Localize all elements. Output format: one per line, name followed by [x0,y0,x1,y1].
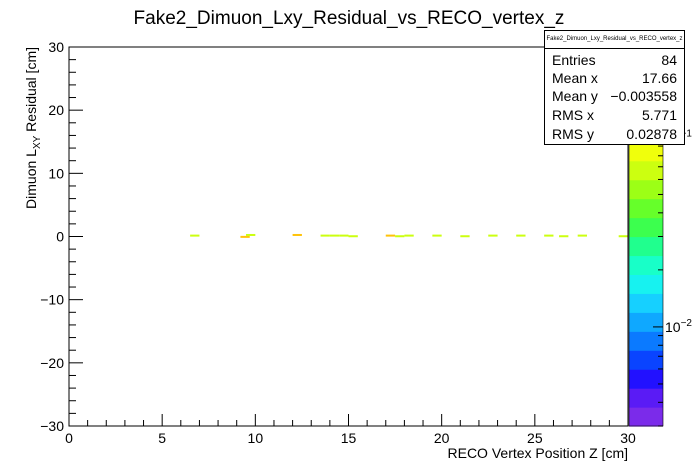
stats-key: RMS x [552,107,594,123]
x-tick-label: 0 [65,430,73,446]
y-tick-label: 10 [48,165,64,181]
y-tick-label: 30 [48,39,64,55]
heatmap-bin [544,234,554,237]
heatmap-bin [516,234,526,237]
y-tick-label: 20 [48,102,64,118]
y-tick-label: 0 [56,229,64,245]
x-tick-label: 15 [341,430,357,446]
colorbar-segment [629,236,663,257]
colorbar-segment [629,350,663,370]
stats-row-rms-x: RMS x 5.771 [552,106,677,125]
stats-row-entries: Entries 84 [552,51,677,70]
heatmap-bin [240,235,250,238]
colorbar-tick-base: 10 [665,319,681,335]
colorbar-segment [629,198,663,219]
colorbar-segment [629,293,663,313]
stats-key: Mean y [552,88,598,104]
x-tick-label: 20 [434,430,450,446]
heatmap-bin [395,235,405,238]
stats-value: 84 [661,52,677,68]
x-tick-label: 5 [158,430,166,446]
x-tick-label: 25 [527,430,543,446]
stats-box: Fake2_Dimuon_Lxy_Residual_vs_RECO_vertex… [544,30,685,145]
y-tick-label: −20 [40,355,64,371]
stats-value: 5.771 [641,107,677,123]
colorbar-segment [629,217,663,238]
colorbar-tick-label: 10−2 [665,318,692,335]
stats-row-mean-x: Mean x 17.66 [552,69,677,88]
heatmap-bin [618,235,628,238]
colorbar-segment [629,274,663,294]
colorbar-segment [629,141,663,162]
stats-value: 17.66 [641,70,677,86]
y-tick-label: −30 [40,418,64,434]
heatmap-bin [190,234,200,237]
heatmap-bin [460,235,470,238]
colorbar-segment [629,312,663,332]
stats-value: −0.003558 [610,88,677,104]
heatmap-bin [329,234,340,237]
y-axis-label-main: Dimuon L [23,149,39,209]
colorbar-segment [629,369,663,389]
stats-title: Fake2_Dimuon_Lxy_Residual_vs_RECO_vertex… [545,31,684,49]
y-tick-label: −10 [40,292,64,308]
heatmap-bin [488,234,498,237]
stats-key: Entries [552,52,596,68]
colorbar-tick-exp: −1 [681,128,693,139]
heatmap-bin [348,235,358,238]
colorbar-tick-exp: −2 [681,318,693,329]
stats-row-rms-y: RMS y 0.02878 [552,125,677,144]
y-axis-label: Dimuon LXY Residual [cm] [23,47,43,209]
heatmap-bin [246,233,256,236]
stats-value: 0.02878 [626,126,677,142]
heatmap-bin [559,235,569,238]
stats-key: RMS y [552,126,594,142]
x-tick-label: 30 [620,430,636,446]
colorbar-segment [629,407,663,427]
heatmap-bin [320,234,330,237]
heatmap-bin [577,234,588,237]
x-tick-label: 10 [248,430,264,446]
x-axis-label: RECO Vertex Position Z [cm] [448,445,629,461]
y-axis-label-tail: Residual [cm] [23,47,39,136]
heatmap-bin [432,234,442,237]
colorbar-segment [629,331,663,351]
stats-key: Mean x [552,70,598,86]
heatmap-bin [339,234,349,237]
colorbar-segment [629,160,663,181]
heatmap-bin [404,234,414,237]
y-axis-label-sub: XY [32,135,43,149]
colorbar-segment [629,179,663,200]
heatmap-bin [292,233,302,236]
colorbar-segment [629,388,663,408]
chart-title: Fake2_Dimuon_Lxy_Residual_vs_RECO_vertex… [134,8,565,29]
stats-row-mean-y: Mean y −0.003558 [552,87,677,106]
heatmap-bin [385,234,396,237]
colorbar-segment [629,255,663,275]
